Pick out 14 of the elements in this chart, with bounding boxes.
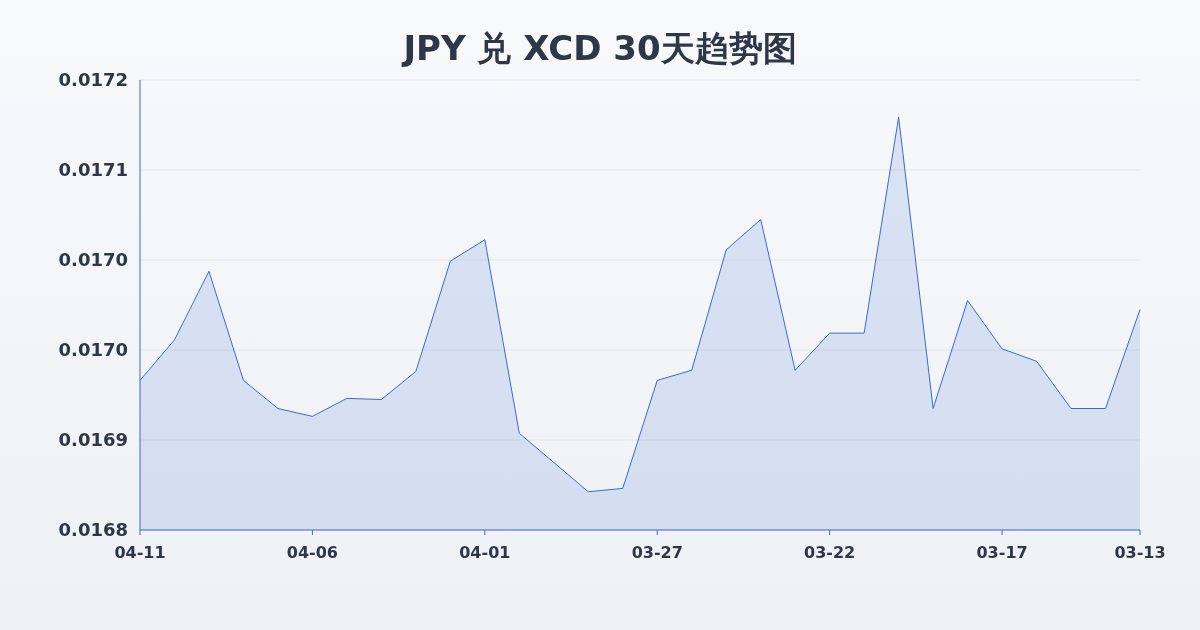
y-tick-label: 0.0169: [58, 429, 128, 451]
x-tick-label: 03-27: [631, 543, 683, 562]
y-tick-label: 0.0170: [58, 339, 128, 361]
y-tick-label: 0.0171: [58, 159, 128, 181]
x-tick-label: 03-22: [804, 543, 856, 562]
y-tick-label: 0.0170: [58, 249, 128, 271]
x-tick-label: 04-01: [459, 543, 511, 562]
y-tick-label: 0.0172: [58, 69, 128, 91]
y-tick-label: 0.0168: [58, 519, 128, 541]
x-tick-label: 04-06: [286, 543, 338, 562]
x-tick-label: 03-17: [976, 543, 1028, 562]
x-tick-label: 03-13: [1114, 543, 1166, 562]
chart-title: JPY 兑 XCD 30天趋势图: [401, 28, 797, 68]
x-tick-label: 04-11: [114, 543, 166, 562]
